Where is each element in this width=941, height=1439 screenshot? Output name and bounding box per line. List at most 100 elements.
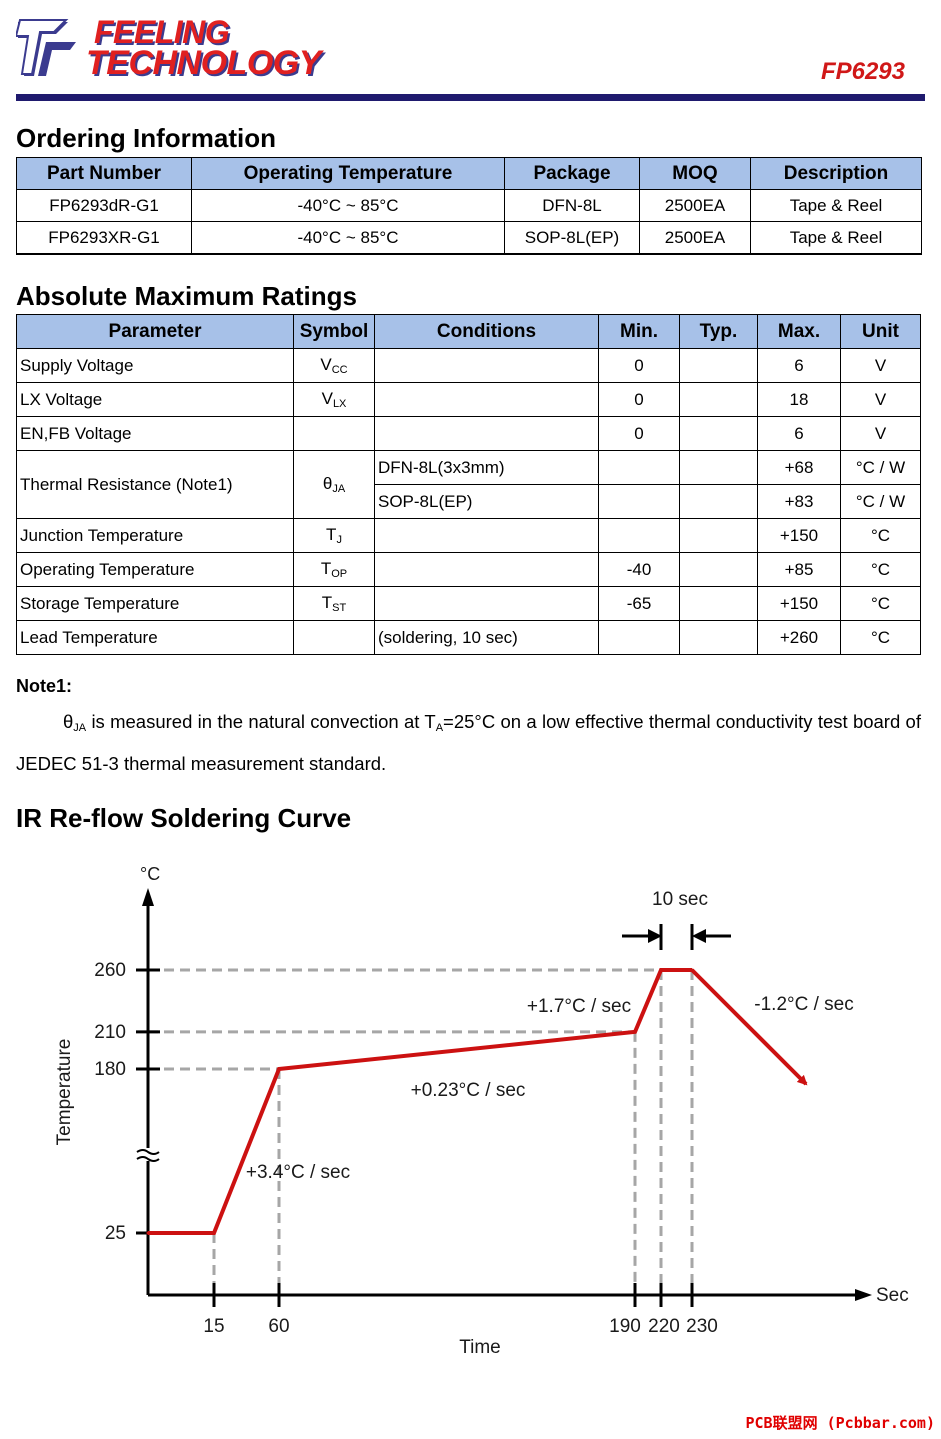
table-row: Junction Temperature TJ +150 °C — [16, 518, 921, 553]
cell-max: +68 — [757, 450, 841, 485]
col-max: Max. — [757, 314, 841, 349]
cool-down-arrow — [690, 968, 808, 1086]
peak-arrow-left-icon — [648, 929, 662, 943]
cell-operating-temperature: -40°C ~ 85°C — [191, 189, 505, 222]
peak-duration-marker — [622, 924, 731, 950]
logo-emblem-icon — [14, 19, 76, 76]
x-tick-label-230: 230 — [686, 1316, 718, 1337]
cell-conditions: (soldering, 10 sec) — [374, 620, 599, 655]
cell-parameter: EN,FB Voltage — [16, 416, 294, 451]
cell-conditions: SOP-8L(EP) — [374, 484, 599, 519]
table-row: FP6293dR-G1 -40°C ~ 85°C DFN-8L 2500EA T… — [16, 189, 922, 222]
part-number-header: FP6293 — [820, 58, 905, 85]
ratings-table: Parameter Symbol Conditions Min. Typ. Ma… — [16, 314, 921, 655]
ratings-header-row: Parameter Symbol Conditions Min. Typ. Ma… — [16, 314, 921, 349]
x-unit-label: Sec — [876, 1285, 909, 1306]
col-conditions: Conditions — [374, 314, 599, 349]
col-package: Package — [504, 157, 640, 190]
annotation-ramp-up: +3.4°C / sec — [246, 1162, 350, 1183]
cell-typ — [679, 518, 758, 553]
profile-point-1 — [212, 1231, 216, 1235]
cell-symbol: TOP — [293, 552, 375, 587]
logo-line-1: FEELING — [94, 14, 230, 50]
cell-min: -65 — [598, 586, 680, 621]
ratings-title: Absolute Maximum Ratings — [16, 281, 357, 311]
col-description: Description — [750, 157, 922, 190]
cell-max: +150 — [757, 586, 841, 621]
cell-typ — [679, 586, 758, 621]
cell-parameter: Junction Temperature — [16, 518, 294, 553]
annotation-ramp-peak: +1.7°C / sec — [527, 996, 631, 1017]
logo-line-2: TECHNOLOGY — [86, 44, 321, 82]
cell-part-number: FP6293XR-G1 — [16, 221, 192, 255]
cell-conditions — [374, 416, 599, 451]
y-axis-arrow-icon — [142, 888, 154, 906]
reflow-chart: 25 180 210 260 15 60 190 220 230 °C Sec Time Tem… — [54, 864, 909, 1358]
cell-symbol — [293, 620, 375, 655]
cell-typ — [679, 382, 758, 417]
annotation-peak-duration: 10 sec — [652, 889, 708, 910]
cell-package: SOP-8L(EP) — [504, 221, 640, 255]
cell-symbol: VLX — [293, 382, 375, 417]
chart-axes — [136, 888, 872, 1301]
table-row: EN,FB Voltage 0 6 V — [16, 416, 921, 451]
cell-conditions — [374, 518, 599, 553]
cell-symbol: TST — [293, 586, 375, 621]
annotation-cool-down: -1.2°C / sec — [754, 994, 853, 1015]
cell-typ — [679, 620, 758, 655]
table-row: LX Voltage VLX 0 18 V — [16, 382, 921, 417]
watermark: PCB联盟网 (Pcbbar.com) — [745, 1414, 936, 1432]
cell-typ — [679, 484, 758, 519]
cell-moq: 2500EA — [639, 189, 751, 222]
note-title: Note1: — [16, 676, 73, 696]
x-tick-label-60: 60 — [268, 1316, 289, 1337]
y-axis-title: Temperature — [54, 1039, 75, 1146]
cell-symbol: θJA — [293, 450, 375, 519]
cell-description: Tape & Reel — [750, 221, 922, 255]
cell-parameter: Thermal Resistance (Note1) — [16, 450, 294, 519]
profile-point-4 — [659, 968, 663, 972]
cell-unit: °C — [840, 586, 921, 621]
cell-min — [598, 450, 680, 485]
x-axis-title: Time — [459, 1337, 501, 1358]
company-logo: FEELING TECHNOLOGY — [14, 14, 326, 86]
header-divider — [16, 94, 925, 101]
y-unit-label: °C — [140, 864, 160, 884]
cell-conditions — [374, 586, 599, 621]
table-row: Storage Temperature TST -65 +150 °C — [16, 586, 921, 621]
chart-ticks: 25 180 210 260 15 60 190 220 230 — [94, 960, 718, 1337]
table-row: FP6293XR-G1 -40°C ~ 85°C SOP-8L(EP) 2500… — [16, 221, 922, 255]
chart-guides — [148, 968, 694, 1295]
reflow-title: IR Re-flow Soldering Curve — [16, 803, 352, 833]
profile-point-2 — [277, 1067, 281, 1071]
col-unit: Unit — [840, 314, 921, 349]
cell-unit: °C / W — [840, 484, 921, 519]
chart-series — [146, 968, 808, 1235]
col-parameter: Parameter — [16, 314, 294, 349]
cell-min: -40 — [598, 552, 680, 587]
cell-max: +150 — [757, 518, 841, 553]
cell-typ — [679, 416, 758, 451]
note-text-b: =25°C on a low effective thermal conduct… — [16, 711, 921, 774]
y-tick-label-180: 180 — [94, 1059, 126, 1080]
cell-min — [598, 484, 680, 519]
cell-unit: V — [840, 382, 921, 417]
cell-max: 6 — [757, 416, 841, 451]
cell-unit: V — [840, 348, 921, 383]
table-row: Operating Temperature TOP -40 +85 °C — [16, 552, 921, 587]
x-tick-label-15: 15 — [203, 1316, 224, 1337]
cell-max: 6 — [757, 348, 841, 383]
cell-parameter: LX Voltage — [16, 382, 294, 417]
ordering-table: Part Number Operating Temperature Packag… — [16, 157, 922, 255]
cell-symbol: VCC — [293, 348, 375, 383]
annotation-soak: +0.23°C / sec — [411, 1080, 526, 1101]
col-moq: MOQ — [639, 157, 751, 190]
cell-min — [598, 620, 680, 655]
ordering-title: Ordering Information — [16, 123, 276, 153]
cell-conditions — [374, 348, 599, 383]
note-body: θJA is measured in the natural convectio… — [16, 704, 921, 781]
cell-unit: °C — [840, 518, 921, 553]
note-ta-sub: A — [435, 722, 444, 734]
cell-unit: °C — [840, 552, 921, 587]
y-tick-label-260: 260 — [94, 960, 126, 981]
